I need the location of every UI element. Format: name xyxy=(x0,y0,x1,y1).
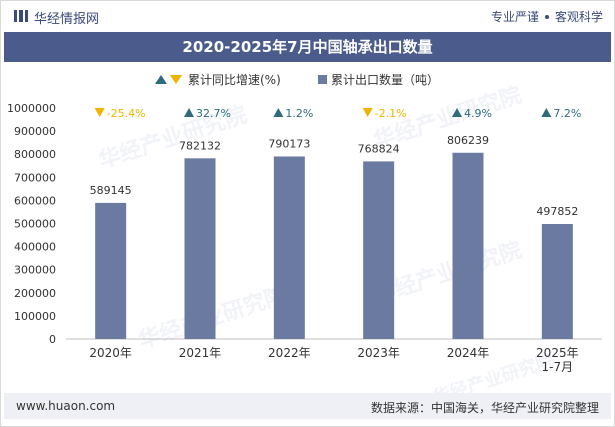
y-tick-label: 500000 xyxy=(14,218,56,231)
legend-volume-swatch xyxy=(318,75,327,84)
legend-growth-up-icon xyxy=(155,75,167,84)
bar xyxy=(452,152,484,339)
bar-value-label: 768824 xyxy=(358,142,400,155)
chart-area: 累计同比增速(%) 累计出口数量（吨） 0 100000 200000 300000 400… xyxy=(7,72,602,374)
brand-logo-icon xyxy=(14,10,28,22)
bar-value-label: 782132 xyxy=(179,139,221,152)
growth-up-arrow-icon xyxy=(452,108,462,117)
tagline-left: 专业严谨 xyxy=(490,10,539,24)
tagline-right: 客观科学 xyxy=(554,10,603,24)
bar xyxy=(363,161,395,339)
y-tick-label: 100000 xyxy=(14,310,56,323)
y-tick-label: 1000000 xyxy=(7,102,56,115)
x-tick-label: 2022年 xyxy=(268,346,311,360)
growth-label: 4.9% xyxy=(464,107,492,120)
bar-value-label: 806239 xyxy=(447,134,489,147)
y-tick-label: 0 xyxy=(49,333,56,346)
x-tick-label: 2020年 xyxy=(89,346,132,360)
y-tick-label: 300000 xyxy=(14,264,56,277)
growth-up-arrow-icon xyxy=(273,108,284,117)
tagline: 专业严谨 客观科学 xyxy=(491,8,603,25)
brand-name: 华经情报网 xyxy=(34,12,100,27)
growth-up-arrow-icon xyxy=(184,108,194,117)
growth-label: 32.7% xyxy=(196,107,231,120)
bar-value-label: 589145 xyxy=(90,184,132,197)
x-tick-label: 2025年 xyxy=(536,346,579,360)
bar xyxy=(184,158,216,339)
bar-value-label: 497852 xyxy=(536,205,578,218)
y-tick-label: 200000 xyxy=(14,287,56,300)
growth-up-arrow-icon xyxy=(541,108,552,117)
legend-growth-down-icon xyxy=(170,75,182,84)
chart-title: 2020-2025年7月中国轴承出口数量 xyxy=(182,38,433,56)
top-bar: 华经情报网 专业严谨 客观科学 xyxy=(0,0,615,32)
y-tick-label: 900000 xyxy=(14,125,56,138)
bar-value-label: 790173 xyxy=(268,137,310,150)
growth-label: -2.1% xyxy=(375,107,407,120)
y-tick-label: 400000 xyxy=(14,241,56,254)
y-tick-label: 600000 xyxy=(14,194,56,207)
legend-growth-label: 累计同比增速(%) xyxy=(188,73,281,87)
y-tick-label: 700000 xyxy=(14,171,56,184)
growth-label: -25.4% xyxy=(107,107,146,120)
footer: www.huaon.com 数据来源：中国海关，华经产业研究院整理 xyxy=(4,393,611,419)
growth-down-arrow-icon xyxy=(362,108,373,117)
footer-url: www.huaon.com xyxy=(16,399,116,413)
x-tick-label: 2021年 xyxy=(179,346,222,360)
y-tick-label: 800000 xyxy=(14,148,56,161)
title-bar: 2020-2025年7月中国轴承出口数量 xyxy=(4,32,611,62)
growth-down-arrow-icon xyxy=(94,108,105,117)
x-tick-label: 2023年 xyxy=(357,346,400,360)
growth-label: 7.2% xyxy=(553,107,581,120)
x-tick-label: 1-7月 xyxy=(542,360,574,374)
footer-source: 数据来源：中国海关，华经产业研究院整理 xyxy=(370,401,599,415)
bar xyxy=(273,156,305,339)
legend-volume-label: 累计出口数量（吨） xyxy=(331,72,439,87)
x-tick-label: 2024年 xyxy=(447,346,490,360)
bar xyxy=(541,223,573,339)
tagline-separator xyxy=(544,15,549,19)
growth-label: 1.2% xyxy=(285,107,313,120)
bar xyxy=(95,202,127,339)
